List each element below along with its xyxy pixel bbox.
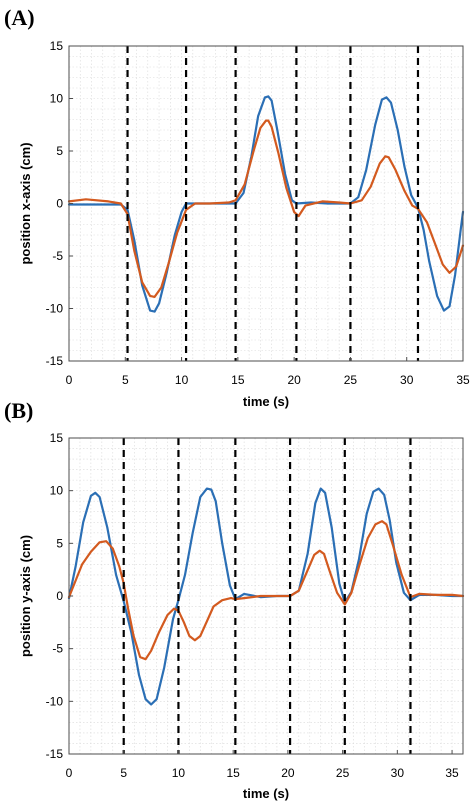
x-tick-label: 20	[281, 766, 295, 780]
series-line-orange	[67, 119, 465, 298]
y-tick-label: 15	[50, 39, 64, 53]
panel-label: (B)	[4, 398, 33, 423]
x-tick-label: 0	[66, 373, 73, 387]
series-line-blue	[67, 487, 465, 706]
series-line-blue	[67, 95, 465, 313]
panel-label: (A)	[4, 5, 35, 30]
y-tick-label: 15	[50, 431, 64, 445]
series-line-orange	[67, 520, 465, 661]
y-tick-label: -5	[52, 642, 63, 656]
x-tick-label: 25	[344, 373, 358, 387]
y-tick-label: 5	[56, 536, 63, 550]
x-tick-label: 35	[456, 373, 470, 387]
x-axis-label: time (s)	[243, 786, 289, 801]
y-tick-label: 0	[56, 589, 63, 603]
y-tick-label: -10	[46, 302, 64, 316]
y-tick-label: -10	[46, 694, 64, 708]
y-tick-label: 0	[56, 197, 63, 211]
x-tick-label: 30	[400, 373, 414, 387]
x-tick-label: 10	[172, 766, 186, 780]
y-tick-label: -15	[46, 747, 64, 761]
x-tick-label: 5	[120, 766, 127, 780]
y-tick-label: 10	[50, 92, 64, 106]
chart-panel-a: (A) 0 5 10 15 20 25 30 35 -15 -10 -5 0 5 10 15 time (s) p…	[4, 5, 470, 409]
y-axis-label: position x-axis (cm)	[18, 142, 33, 264]
y-tick-label: -5	[52, 249, 63, 263]
x-tick-label: 5	[122, 373, 129, 387]
y-axis-label: position y-axis (cm)	[18, 535, 33, 657]
y-tick-label: -15	[46, 354, 64, 368]
x-tick-label: 30	[391, 766, 405, 780]
x-tick-label: 15	[231, 373, 245, 387]
x-axis-label: time (s)	[243, 394, 289, 409]
y-tick-label: 10	[50, 484, 64, 498]
x-tick-label: 35	[445, 766, 459, 780]
x-tick-label: 15	[226, 766, 240, 780]
x-tick-label: 10	[175, 373, 189, 387]
x-tick-label: 20	[287, 373, 301, 387]
y-tick-label: 5	[56, 144, 63, 158]
x-tick-label: 25	[336, 766, 350, 780]
x-tick-label: 0	[66, 766, 73, 780]
